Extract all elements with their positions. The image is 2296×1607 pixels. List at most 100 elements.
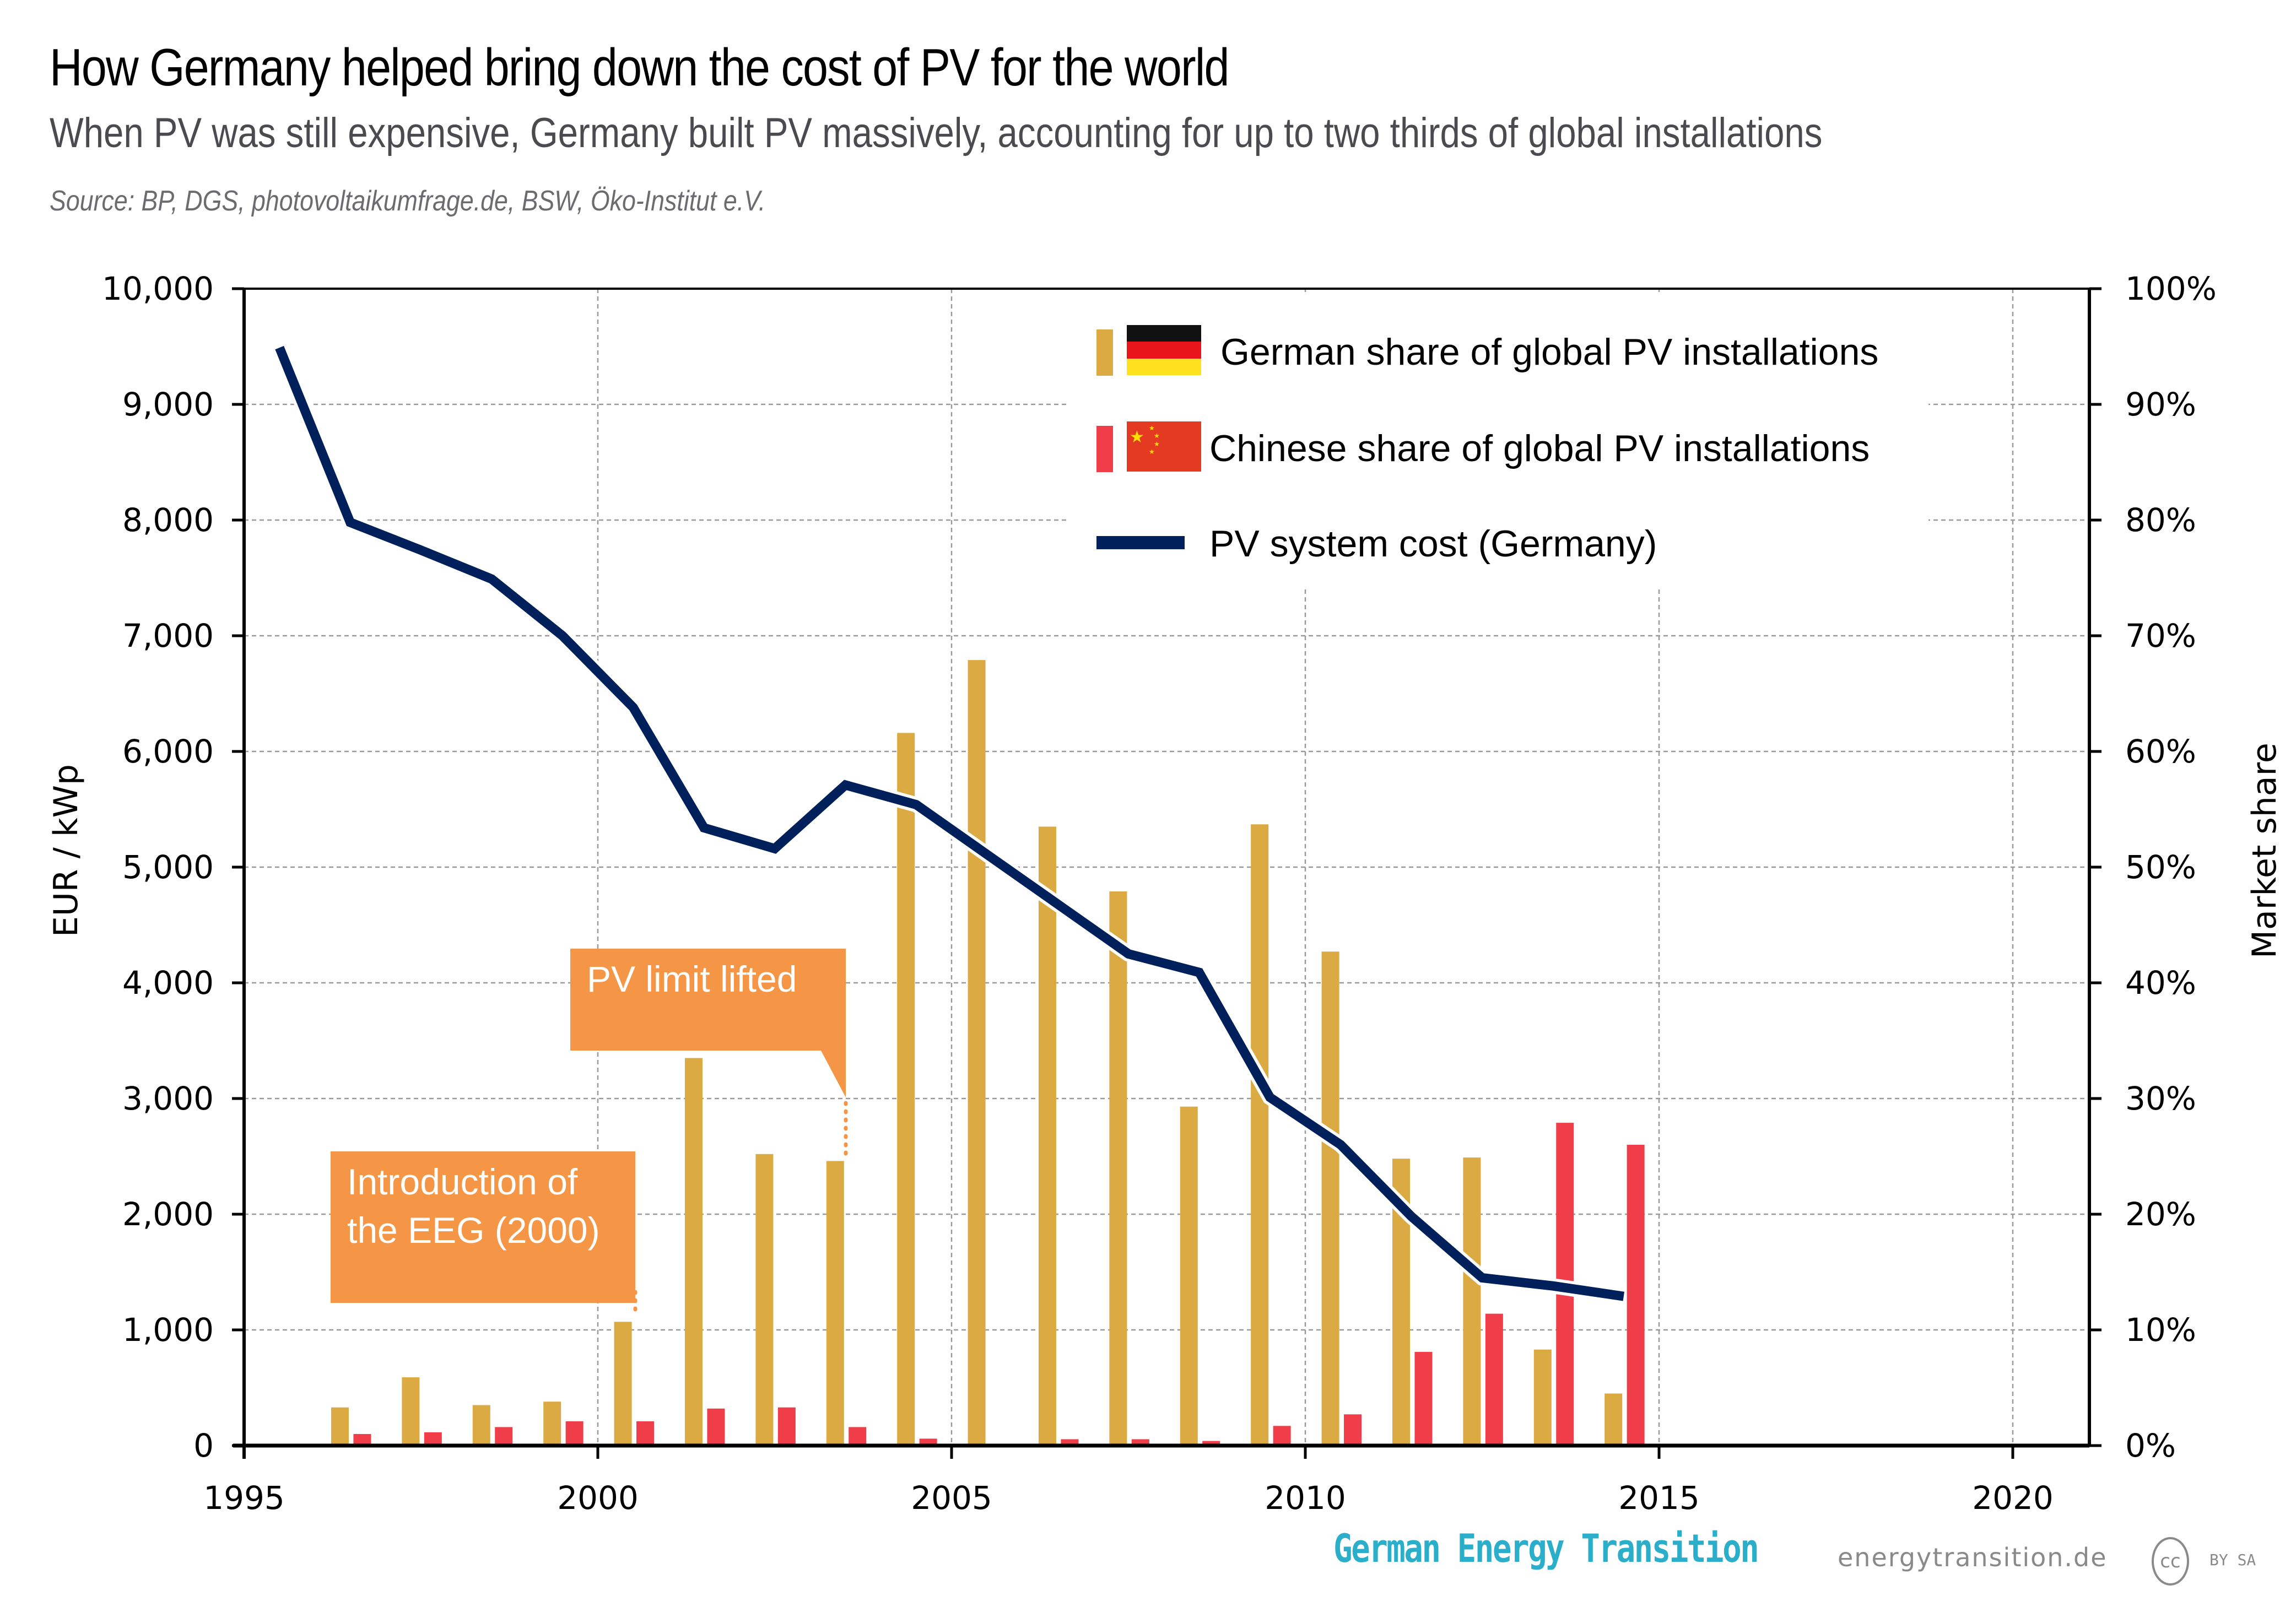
- y-tick-label: 8,000: [122, 501, 214, 539]
- chinese-share-bar: [1202, 1441, 1220, 1446]
- callout-text: the EEG (2000): [347, 1210, 600, 1251]
- y2-tick-label: 90%: [2125, 386, 2196, 423]
- china-flag-icon: ★ ★★★★: [1127, 421, 1201, 472]
- legend: German share of global PV installations ★…: [1096, 325, 1878, 565]
- callout-text: Introduction of: [347, 1161, 578, 1202]
- y2-tick-label: 0%: [2125, 1427, 2176, 1464]
- german-share-bar: [472, 1405, 490, 1446]
- german-share-bar: [543, 1402, 561, 1446]
- y-tick-label: 6,000: [122, 733, 214, 770]
- y2-tick-label: 50%: [2125, 848, 2196, 886]
- chinese-share-bar: [636, 1421, 655, 1446]
- chart-title: How Germany helped bring down the cost o…: [50, 38, 1229, 97]
- chinese-share-bar: [1344, 1414, 1362, 1446]
- legend-label: German share of global PV installations: [1220, 331, 1878, 373]
- flag-star-small: ★: [1149, 448, 1155, 456]
- annotation-callout: Introduction of the EEG (2000): [331, 1151, 638, 1318]
- callout-box: [570, 949, 846, 1051]
- flag-stripe-black: [1127, 325, 1201, 342]
- flag-field: [1127, 421, 1201, 472]
- german-share-bar: [1321, 951, 1339, 1446]
- x-tick-label: 2020: [1972, 1479, 2054, 1517]
- flag-star-small: ★: [1149, 424, 1155, 432]
- german-share-bar: [968, 660, 986, 1446]
- flag-star-small: ★: [1154, 432, 1160, 440]
- flag-stripe-gold: [1127, 359, 1201, 375]
- chinese-share-bar: [707, 1408, 725, 1446]
- y-tick-label: 0: [193, 1427, 214, 1464]
- website-link[interactable]: energytransition.de: [1838, 1543, 2108, 1572]
- german-share-bar: [826, 1161, 844, 1446]
- cost-line: [275, 345, 1625, 1301]
- chinese-share-bar: [565, 1421, 584, 1446]
- legend-item: PV system cost (Germany): [1096, 523, 1657, 565]
- german-share-bar: [1605, 1393, 1623, 1446]
- y2-tick-label: 100%: [2125, 270, 2217, 307]
- legend-label: PV system cost (Germany): [1209, 523, 1657, 565]
- y2-tick-label: 30%: [2125, 1080, 2196, 1117]
- legend-item: ★ ★★★★ Chinese share of global PV installa…: [1096, 421, 1870, 472]
- chinese-share-bar: [424, 1432, 442, 1446]
- y-tick-label: 3,000: [122, 1080, 214, 1117]
- annotations: Introduction of the EEG (2000) PV limit li…: [331, 949, 848, 1318]
- flag-star-small: ★: [1154, 440, 1160, 448]
- german-share-bar: [1180, 1106, 1198, 1446]
- chinese-share-bar: [495, 1427, 513, 1446]
- y-tick-label: 9,000: [122, 386, 214, 423]
- chinese-share-bar: [1485, 1313, 1503, 1446]
- chinese-share-bar: [1061, 1439, 1079, 1446]
- german-share-bar: [614, 1322, 632, 1446]
- annotation-callout: PV limit lifted: [570, 949, 848, 1157]
- y2-tick-label: 60%: [2125, 733, 2196, 770]
- german-share-bar: [755, 1154, 774, 1446]
- german-share-bar: [1109, 891, 1127, 1446]
- german-share-bar: [331, 1407, 349, 1446]
- y2-tick-label: 20%: [2125, 1195, 2196, 1233]
- german-share-bar: [684, 1058, 703, 1446]
- german-share-bar: [1533, 1349, 1552, 1446]
- german-share-bar: [1463, 1157, 1481, 1446]
- chart-source: Source: BP, DGS, photovoltaikumfrage.de,…: [50, 185, 766, 217]
- y2-tick-label: 80%: [2125, 501, 2196, 539]
- chinese-share-bar: [849, 1427, 867, 1446]
- bars: [331, 660, 1645, 1446]
- y2-tick-label: 10%: [2125, 1311, 2196, 1349]
- y-tick-label: 5,000: [122, 848, 214, 886]
- chinese-share-bar: [1273, 1426, 1291, 1446]
- german-share-bar: [402, 1377, 420, 1446]
- y2-axis-title: Market share: [2245, 743, 2284, 959]
- chinese-share-bar: [353, 1434, 371, 1446]
- x-tick-label: 2010: [1265, 1479, 1346, 1517]
- y2-tick-label: 70%: [2125, 617, 2196, 654]
- y-tick-label: 10,000: [102, 270, 214, 307]
- legend-background: [1069, 292, 1928, 589]
- y-axis-title: EUR / kWp: [47, 764, 85, 937]
- callout-pointer: [612, 1286, 635, 1303]
- chinese-share-bar: [777, 1407, 796, 1446]
- cost-line-group: [272, 344, 1625, 1304]
- y-tick-label: 4,000: [122, 964, 214, 1002]
- y-tick-label: 2,000: [122, 1195, 214, 1233]
- license-terms: BY SA: [2209, 1551, 2256, 1569]
- creative-commons-icon: cc: [2152, 1537, 2189, 1586]
- german-share-bar: [1251, 824, 1269, 1446]
- callout-box: [331, 1151, 635, 1303]
- legend-swatch-chinese: [1096, 426, 1113, 472]
- german-share-bar: [897, 733, 915, 1446]
- x-tick-label: 2005: [911, 1479, 992, 1517]
- legend-swatch-german: [1096, 329, 1113, 376]
- y-tick-label: 7,000: [122, 617, 214, 654]
- legend-box: [1069, 292, 1928, 589]
- brand-logo: German Energy Transition: [1333, 1526, 1759, 1571]
- axes: 0 1,000 2,000 3,000 4,000 5,000 6,000 7,000 8,00…: [47, 270, 2284, 1517]
- chinese-share-bar: [1131, 1439, 1149, 1446]
- germany-flag-icon: [1127, 325, 1201, 375]
- callout-text: PV limit lifted: [587, 959, 797, 999]
- flag-stripe-red: [1127, 342, 1201, 359]
- x-tick-label: 2015: [1618, 1479, 1700, 1517]
- x-tick-label: 2000: [557, 1479, 639, 1517]
- legend-label: Chinese share of global PV installations: [1209, 428, 1870, 469]
- y-tick-label: 1,000: [122, 1311, 214, 1349]
- chinese-share-bar: [1627, 1145, 1645, 1446]
